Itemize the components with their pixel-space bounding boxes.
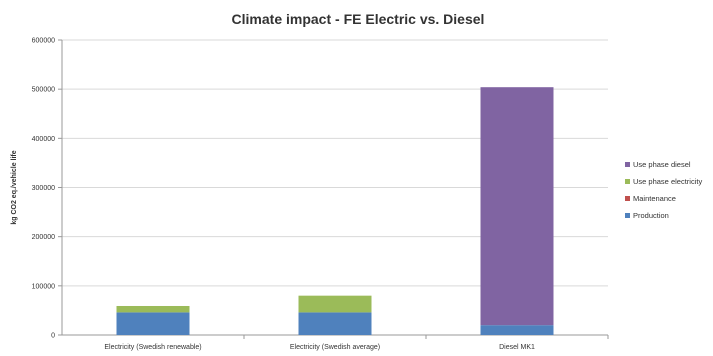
legend-label: Use phase electricity [633, 177, 702, 186]
legend-label: Maintenance [633, 194, 676, 203]
legend-label: Production [633, 211, 669, 220]
bar-segment [298, 295, 372, 313]
category-label: Diesel MK1 [499, 344, 535, 351]
legend: Use phase diesel Use phase electricity Mai… [625, 160, 702, 220]
y-tick-label: 200000 [32, 234, 55, 241]
legend-swatch [625, 179, 630, 184]
bar-segment [480, 325, 554, 335]
bar-segment [480, 87, 554, 326]
bar-segment [298, 312, 372, 335]
legend-swatch [625, 213, 630, 218]
chart-title: Climate impact - FE Electric vs. Diesel [232, 11, 485, 27]
y-tick-label: 100000 [32, 283, 55, 290]
legend-label: Use phase diesel [633, 160, 691, 169]
y-tick-label: 600000 [32, 38, 55, 45]
legend-swatch [625, 196, 630, 201]
bars [116, 87, 554, 335]
category-label: Electricity (Swedish average) [290, 344, 380, 351]
y-axis-ticks: 0 100000 200000 300000 400000 500000 600000 [32, 38, 62, 340]
legend-swatch [625, 162, 630, 167]
y-tick-label: 300000 [32, 185, 55, 192]
category-labels: Electricity (Swedish renewable) Electrici… [104, 335, 609, 351]
y-tick-label: 500000 [32, 87, 55, 94]
bar-segment [116, 312, 190, 335]
y-tick-label: 0 [51, 333, 55, 340]
bar-segment [116, 305, 190, 313]
y-tick-label: 400000 [32, 136, 55, 143]
y-axis-label: kg CO2 eq./vehicle life [11, 150, 18, 224]
category-label: Electricity (Swedish renewable) [104, 344, 201, 351]
